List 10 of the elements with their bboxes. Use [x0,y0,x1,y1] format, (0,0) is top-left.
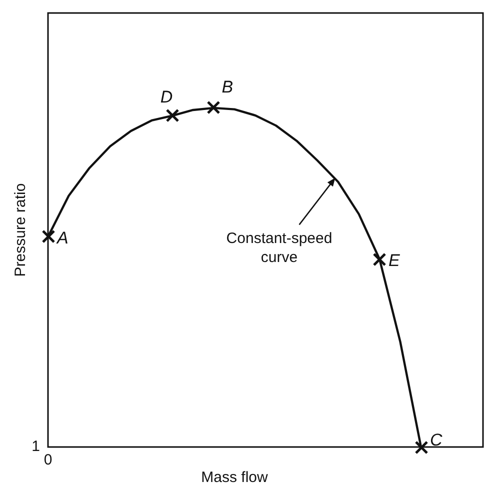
text: B [222,78,234,97]
text: D [160,87,173,106]
annotation: E [388,250,401,270]
annotation: A [56,228,68,248]
annotation: C [430,430,443,450]
y-axis-title: Pressure ratio [12,183,30,277]
annotation: Constant-speed curve [226,230,332,266]
annotation: 1 [32,438,40,456]
x-axis-title: Mass flow [201,469,268,486]
text: 0 [44,452,52,469]
